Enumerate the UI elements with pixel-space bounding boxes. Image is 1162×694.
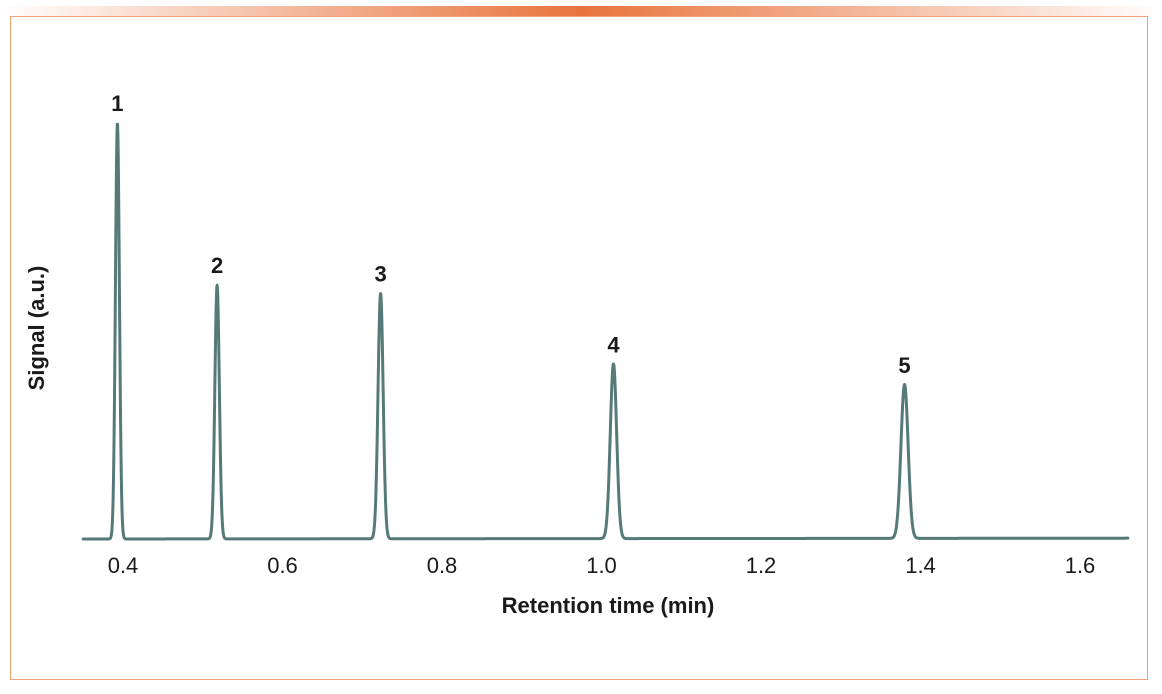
figure-frame <box>10 16 1148 680</box>
chromatogram-trace <box>81 122 1130 541</box>
x-tick-label: 1.4 <box>905 553 936 578</box>
x-axis-tick-labels: 0.4 0.6 0.8 1.0 1.2 1.4 1.6 <box>108 553 1096 578</box>
x-tick-label: 1.6 <box>1065 553 1096 578</box>
x-tick-label: 1.0 <box>586 553 617 578</box>
plot-area <box>81 122 1130 541</box>
x-tick-label: 1.2 <box>746 553 777 578</box>
x-axis-title: Retention time (min) <box>502 593 715 618</box>
peak-label-4: 4 <box>607 332 620 357</box>
y-axis-title: Signal (a.u.) <box>24 266 49 391</box>
x-tick-label: 0.6 <box>267 553 298 578</box>
top-accent-bar <box>0 6 1162 16</box>
peak-labels: 1 2 3 4 5 <box>111 91 910 378</box>
x-tick-label: 0.4 <box>108 553 139 578</box>
peak-label-5: 5 <box>898 353 910 378</box>
x-tick-label: 0.8 <box>427 553 458 578</box>
peak-label-1: 1 <box>111 91 123 116</box>
peak-label-2: 2 <box>211 253 223 278</box>
peak-label-3: 3 <box>374 262 386 287</box>
